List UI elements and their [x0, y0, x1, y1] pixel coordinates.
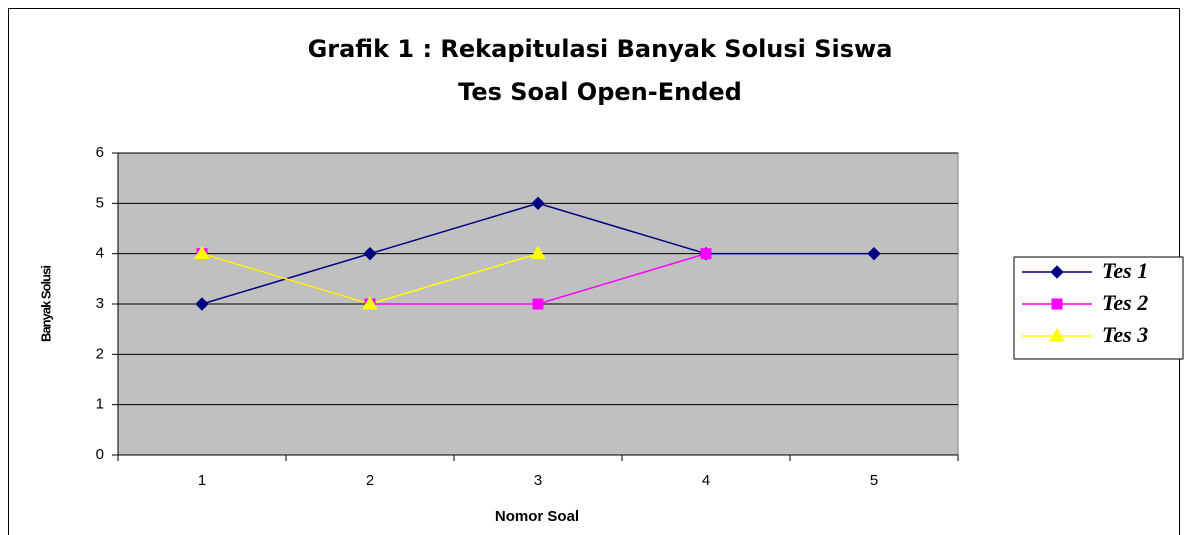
y-tick-label: 2	[96, 345, 104, 362]
data-point	[362, 296, 378, 310]
legend-label: Tes 3	[1102, 322, 1148, 347]
data-point	[700, 248, 712, 260]
legend-swatch-marker	[1049, 328, 1065, 342]
x-tick-label: 4	[702, 472, 710, 489]
data-point	[195, 297, 209, 311]
data-point	[531, 196, 545, 211]
data-point	[194, 245, 210, 260]
y-tick-label: 6	[96, 144, 104, 161]
chart-title: Grafik 1 : Rekapitulasi Banyak Solusi Si…	[308, 35, 893, 63]
x-tick-label: 3	[534, 472, 542, 489]
x-tick-label: 2	[366, 472, 374, 489]
x-tick-label: 5	[870, 472, 878, 489]
legend-box	[1013, 256, 1184, 360]
legend-swatch-marker	[1050, 265, 1064, 279]
y-tick-label: 4	[96, 245, 104, 262]
y-tick-label: 5	[96, 194, 104, 211]
y-tick-label: 3	[96, 295, 104, 312]
x-tick-label: 1	[198, 472, 206, 489]
chart-subtitle: Tes Soal Open-Ended	[458, 78, 742, 106]
data-point	[867, 246, 881, 261]
y-tick-label: 1	[96, 396, 104, 413]
data-point	[363, 246, 377, 261]
x-axis-title: Nomor Soal	[495, 508, 579, 525]
data-point	[532, 298, 544, 310]
legend-swatch-marker	[1051, 298, 1063, 310]
data-point	[530, 245, 546, 260]
legend-label: Tes 2	[1102, 290, 1148, 315]
y-tick-label: 0	[96, 446, 104, 463]
legend-label: Tes 1	[1102, 258, 1148, 283]
y-axis-title: Banyak Solusi	[38, 266, 53, 342]
